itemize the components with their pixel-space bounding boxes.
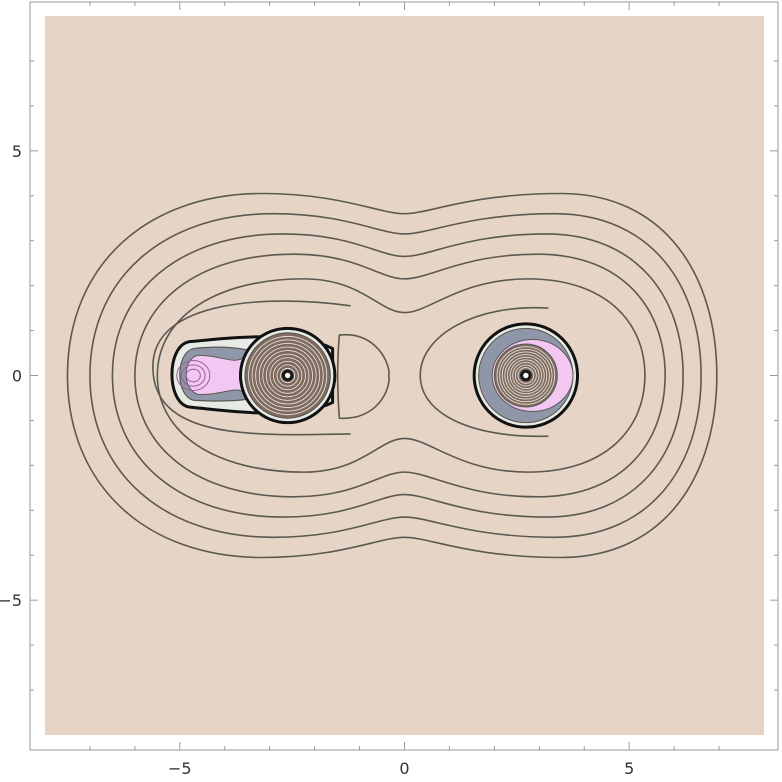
x-tick-label: 0	[399, 759, 409, 778]
y-tick-label: 0	[12, 367, 22, 386]
center-lens-left	[336, 334, 390, 419]
right-star-ring-8	[514, 364, 537, 387]
left-lobe-contour	[152, 300, 351, 436]
outer-contour-2	[89, 212, 702, 539]
outer-contour-5	[156, 278, 646, 473]
left-star-ring-2	[251, 339, 324, 412]
right-star	[472, 322, 580, 429]
x-tick-label: −5	[168, 759, 192, 778]
x-tick-label: 5	[624, 759, 634, 778]
right-star-ring-4	[504, 354, 548, 397]
star-contours	[238, 322, 580, 429]
left-star-ring-7	[269, 357, 306, 394]
left-star	[238, 326, 337, 425]
left-star-ring-1	[248, 335, 328, 416]
axis-tick-labels: −5 0 5 5 0 −5	[0, 142, 634, 778]
outer-contour-1	[66, 192, 718, 559]
right-star-ring-6	[509, 359, 543, 392]
left-lobe-ring-1	[176, 360, 211, 391]
left-star-ring-9	[276, 364, 299, 387]
right-star-ring-2	[499, 348, 553, 403]
right-star-ring-9	[517, 367, 535, 384]
center-lens-right	[419, 306, 549, 438]
contour-lines	[66, 192, 718, 559]
y-tick-label: −5	[0, 591, 22, 610]
right-star-ring-3	[501, 351, 550, 400]
left-star-ring-5	[262, 350, 314, 401]
left-star-ring-6	[265, 353, 310, 398]
right-star-ring-5	[507, 356, 545, 395]
outer-contour-4	[134, 253, 666, 498]
left-star-ring-4	[258, 346, 317, 405]
right-star-ring-1	[496, 346, 556, 405]
outer-contour-3	[111, 233, 684, 518]
right-star-ring-7	[512, 361, 540, 390]
left-star-center	[284, 372, 291, 379]
left-star-ring-8	[272, 360, 303, 391]
right-star-center	[523, 372, 529, 379]
y-tick-label: 5	[12, 142, 22, 161]
left-lobe-ring-2	[180, 364, 206, 387]
left-lobe-ring-3	[185, 368, 201, 383]
left-star-ring-10	[280, 367, 296, 384]
left-star-ring-3	[255, 343, 321, 408]
axis-ticks	[30, 2, 778, 750]
